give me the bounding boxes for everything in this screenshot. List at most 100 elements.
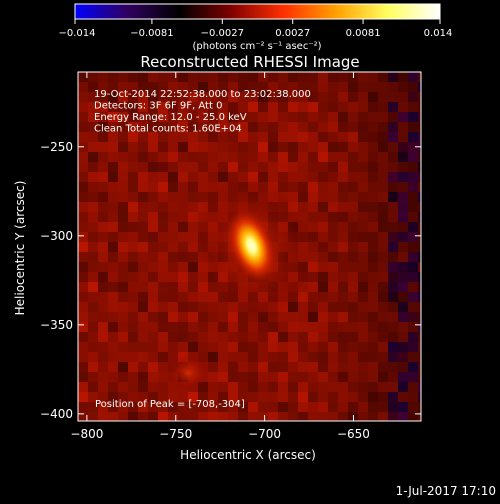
heatmap-cell: [158, 202, 168, 212]
heatmap-cell: [128, 342, 138, 352]
heatmap-cell: [168, 392, 178, 402]
heatmap-cell: [318, 202, 328, 212]
heatmap-cell: [248, 362, 258, 372]
heatmap-cell: [348, 142, 358, 152]
heatmap-cell: [288, 372, 298, 382]
heatmap-cell: [128, 112, 138, 122]
heatmap-cell: [268, 162, 278, 172]
heatmap-cell: [328, 322, 338, 332]
heatmap-cell: [278, 162, 288, 172]
heatmap-cell: [158, 242, 168, 252]
heatmap-cell: [198, 102, 208, 112]
heatmap-cell: [198, 322, 208, 332]
heatmap-cell: [368, 392, 378, 402]
heatmap-cell: [358, 152, 368, 162]
heatmap-cell: [248, 102, 258, 112]
heatmap-cell: [168, 122, 178, 132]
heatmap-cell: [198, 182, 208, 192]
heatmap-cell: [158, 392, 168, 402]
heatmap-cell: [388, 192, 398, 202]
heatmap-cell: [388, 402, 398, 412]
heatmap-cell: [78, 172, 88, 182]
heatmap-cell: [138, 142, 148, 152]
heatmap-cell: [158, 382, 168, 392]
heatmap-cell: [88, 92, 98, 102]
heatmap-cell: [258, 162, 268, 172]
heatmap-cell: [248, 82, 258, 92]
heatmap-cell: [288, 412, 298, 421]
heatmap-cell: [158, 322, 168, 332]
heatmap-cell: [338, 252, 348, 262]
heatmap-cell: [358, 72, 368, 82]
heatmap-cell: [228, 352, 238, 362]
heatmap-cell: [418, 202, 421, 212]
heatmap-cell: [338, 292, 348, 302]
heatmap-cell: [108, 102, 118, 112]
heatmap-cell: [358, 302, 368, 312]
heatmap-cell: [338, 142, 348, 152]
heatmap-cell: [178, 342, 188, 352]
heatmap-cell: [78, 272, 88, 282]
heatmap-cell: [318, 362, 328, 372]
heatmap-cell: [348, 272, 358, 282]
heatmap-cell: [398, 232, 408, 242]
heatmap-cell: [388, 302, 398, 312]
colorbar-ticks: −0.014 −0.0081 −0.0027 0.0027 0.0081 0.014: [58, 19, 452, 39]
heatmap-cell: [78, 322, 88, 332]
heatmap-cell: [208, 82, 218, 92]
heatmap-cell: [88, 162, 98, 172]
heatmap-cell: [128, 352, 138, 362]
heatmap-cell: [228, 312, 238, 322]
heatmap-cell: [88, 302, 98, 312]
heatmap-cell: [318, 282, 328, 292]
heatmap-cell: [278, 142, 288, 152]
heatmap-cell: [158, 142, 168, 152]
heatmap-cell: [238, 322, 248, 332]
heatmap-cell: [148, 212, 158, 222]
heatmap-cell: [378, 282, 388, 292]
heatmap-cell: [388, 272, 398, 282]
heatmap-cell: [368, 222, 378, 232]
heatmap-cell: [78, 262, 88, 272]
heatmap-cell: [258, 362, 268, 372]
heatmap-cell: [178, 402, 188, 412]
heatmap-cell: [238, 92, 248, 102]
heatmap-cell: [398, 142, 408, 152]
heatmap-cell: [368, 312, 378, 322]
heatmap-cell: [128, 132, 138, 142]
heatmap-cell: [308, 82, 318, 92]
heatmap-cell: [398, 222, 408, 232]
heatmap-cell: [178, 72, 188, 82]
heatmap-cell: [368, 332, 378, 342]
heatmap-cell: [218, 312, 228, 322]
heatmap-cell: [208, 292, 218, 302]
heatmap-cell: [128, 412, 138, 421]
heatmap-cell: [248, 342, 258, 352]
heatmap-cell: [308, 142, 318, 152]
heatmap-cell: [368, 132, 378, 142]
heatmap-cell: [388, 102, 398, 112]
heatmap-cell: [158, 222, 168, 232]
colorbar-tick-label: 0.0081: [346, 28, 381, 39]
heatmap-cell: [348, 102, 358, 112]
heatmap-cell: [78, 402, 88, 412]
heatmap-cell: [78, 362, 88, 372]
heatmap-cell: [418, 192, 421, 202]
heatmap-cell: [118, 272, 128, 282]
heatmap-cell: [198, 402, 208, 412]
heatmap-cell: [148, 232, 158, 242]
heatmap-cell: [318, 142, 328, 152]
heatmap-cell: [188, 312, 198, 322]
x-axis-ticks: −800 −750 −700 −650: [70, 72, 370, 441]
heatmap-cell: [138, 322, 148, 332]
heatmap-cell: [308, 352, 318, 362]
heatmap-cell: [358, 412, 368, 421]
heatmap-cell: [298, 202, 308, 212]
heatmap-cell: [228, 412, 238, 421]
heatmap-cell: [98, 172, 108, 182]
heatmap-cell: [118, 192, 128, 202]
heatmap-cell: [328, 362, 338, 372]
heatmap-cell: [288, 122, 298, 132]
heatmap-cell: [118, 302, 128, 312]
